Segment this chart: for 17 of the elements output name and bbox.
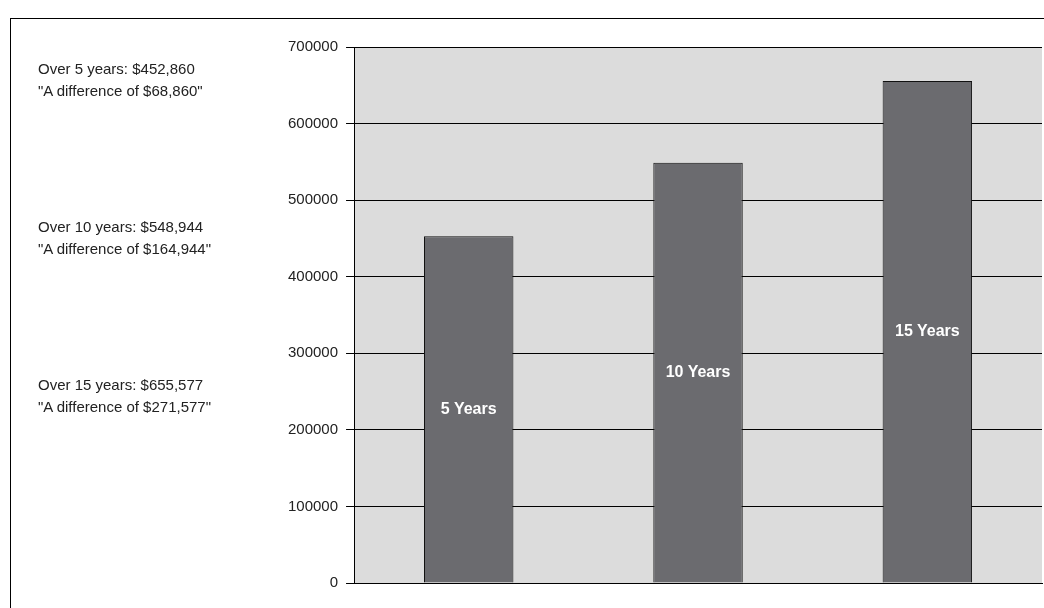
x-tick-label: 15 Years [895, 322, 960, 340]
y-tick-label: 700000 [287, 37, 339, 55]
y-tick-label: 100000 [287, 496, 339, 514]
text: "A difference of $68,860" [38, 81, 204, 101]
text: "A difference of $271,577" [38, 397, 212, 417]
y-tick-label: 400000 [287, 266, 339, 284]
text: Over 10 years: $548,944 [38, 217, 205, 237]
text: Over 15 years: $655,577 [38, 375, 205, 395]
text: "A difference of $164,944" [38, 239, 212, 259]
text: Over 5 years: $452,860 [38, 59, 196, 79]
y-tick-label: 300000 [287, 343, 339, 361]
y-tick-label: 500000 [287, 190, 339, 208]
y-tick-label: 600000 [287, 113, 339, 131]
x-tick-label: 10 Years [665, 362, 731, 380]
y-tick-label: 200000 [287, 420, 339, 437]
x-tick-label: 5 Years [440, 399, 497, 417]
y-tick-label: 0 [329, 573, 339, 591]
